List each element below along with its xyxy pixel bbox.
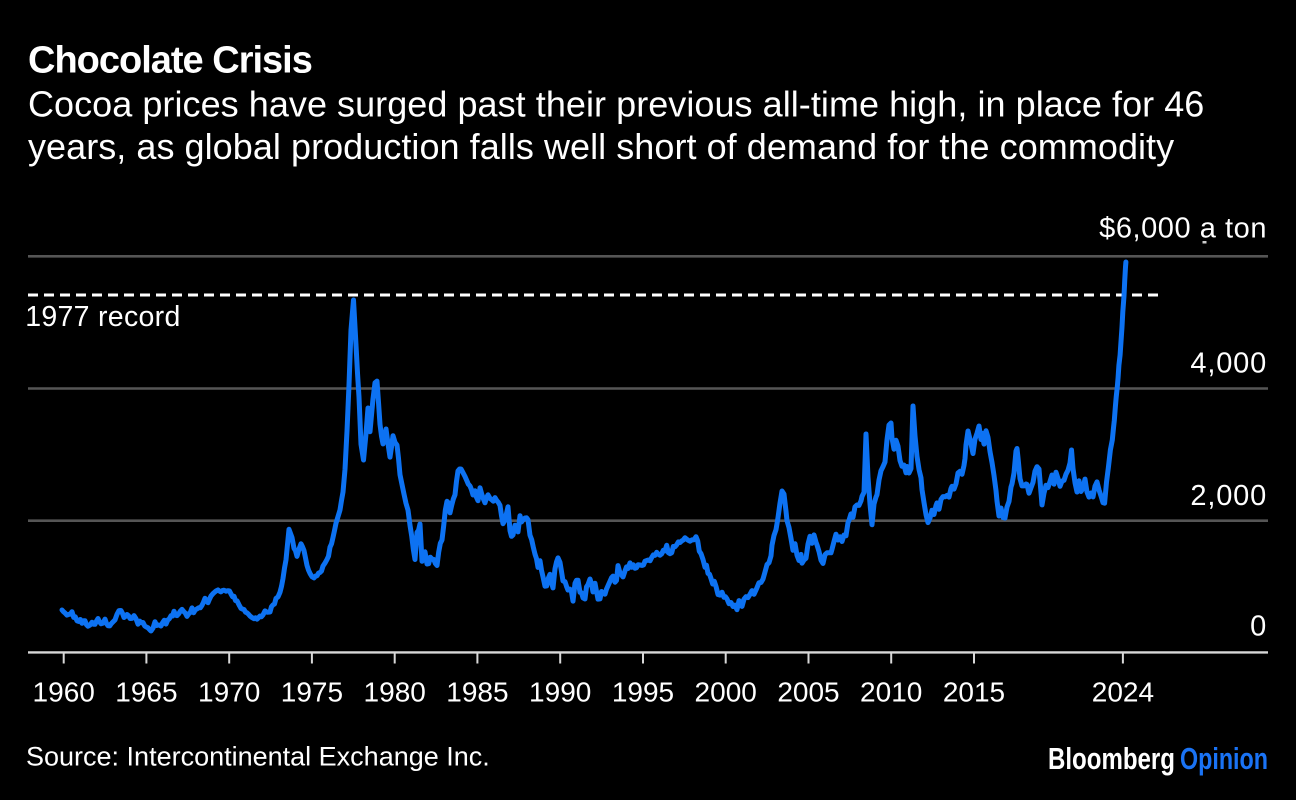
svg-text:$6,000 a ton: $6,000 a ton bbox=[1099, 213, 1267, 245]
svg-text:1965: 1965 bbox=[115, 677, 177, 708]
svg-text:Cocoa prices have surged past: Cocoa prices have surged past their prev… bbox=[28, 84, 1204, 125]
svg-text:1980: 1980 bbox=[364, 677, 426, 708]
svg-text:Opinion: Opinion bbox=[1180, 741, 1268, 776]
svg-text:2005: 2005 bbox=[777, 677, 839, 708]
svg-text:1975: 1975 bbox=[281, 677, 343, 708]
svg-text:1970: 1970 bbox=[198, 677, 260, 708]
svg-text:Bloomberg: Bloomberg bbox=[1048, 741, 1175, 776]
svg-text:2000: 2000 bbox=[695, 677, 757, 708]
svg-text:1977 record: 1977 record bbox=[25, 301, 180, 333]
svg-text:4,000: 4,000 bbox=[1190, 348, 1267, 380]
svg-text:1990: 1990 bbox=[529, 677, 591, 708]
svg-text:years, as global production fa: years, as global production falls well s… bbox=[28, 126, 1174, 167]
svg-text:2,000: 2,000 bbox=[1190, 480, 1267, 512]
svg-text:1960: 1960 bbox=[33, 677, 95, 708]
svg-text:Chocolate Crisis: Chocolate Crisis bbox=[28, 40, 312, 82]
svg-text:Source: Intercontinental Excha: Source: Intercontinental Exchange Inc. bbox=[26, 741, 490, 771]
svg-text:2024: 2024 bbox=[1092, 677, 1154, 708]
svg-text:2015: 2015 bbox=[943, 677, 1005, 708]
svg-text:1995: 1995 bbox=[612, 677, 674, 708]
svg-text:1985: 1985 bbox=[446, 677, 508, 708]
svg-text:2010: 2010 bbox=[860, 677, 922, 708]
svg-text:0: 0 bbox=[1250, 611, 1267, 643]
